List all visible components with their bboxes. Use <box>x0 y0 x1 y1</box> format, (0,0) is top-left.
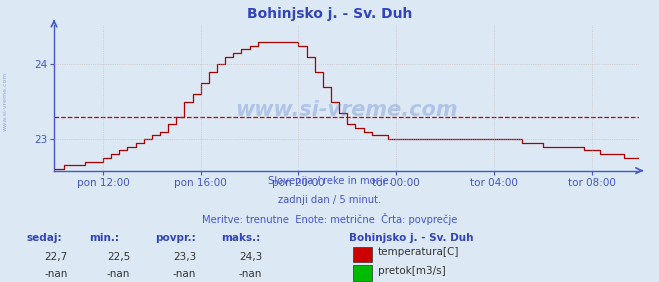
Text: 24,3: 24,3 <box>239 252 262 262</box>
Text: maks.:: maks.: <box>221 233 260 243</box>
Text: 23,3: 23,3 <box>173 252 196 262</box>
Text: povpr.:: povpr.: <box>155 233 196 243</box>
Text: Slovenija / reke in morje.: Slovenija / reke in morje. <box>268 176 391 186</box>
Text: 22,7: 22,7 <box>44 252 68 262</box>
Text: www.si-vreme.com: www.si-vreme.com <box>235 100 457 120</box>
Text: 22,5: 22,5 <box>107 252 130 262</box>
Text: min.:: min.: <box>89 233 119 243</box>
Text: www.si-vreme.com: www.si-vreme.com <box>3 72 8 131</box>
Text: temperatura[C]: temperatura[C] <box>378 247 459 257</box>
Text: Bohinjsko j. - Sv. Duh: Bohinjsko j. - Sv. Duh <box>349 233 474 243</box>
Text: -nan: -nan <box>239 269 262 279</box>
Text: Bohinjsko j. - Sv. Duh: Bohinjsko j. - Sv. Duh <box>247 7 412 21</box>
Text: Meritve: trenutne  Enote: metrične  Črta: povprečje: Meritve: trenutne Enote: metrične Črta: … <box>202 213 457 225</box>
Text: zadnji dan / 5 minut.: zadnji dan / 5 minut. <box>278 195 381 204</box>
Text: -nan: -nan <box>107 269 130 279</box>
Text: -nan: -nan <box>44 269 68 279</box>
Text: pretok[m3/s]: pretok[m3/s] <box>378 266 445 276</box>
Text: -nan: -nan <box>173 269 196 279</box>
Text: sedaj:: sedaj: <box>26 233 62 243</box>
